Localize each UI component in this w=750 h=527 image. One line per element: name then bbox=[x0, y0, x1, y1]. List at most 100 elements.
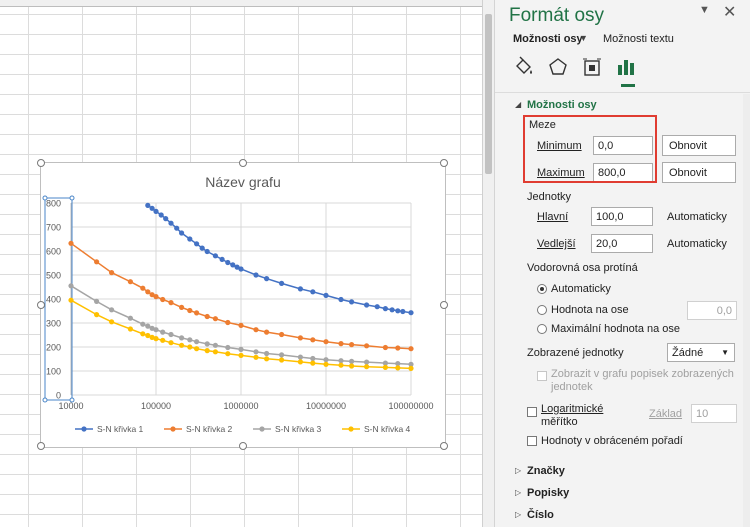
data-point[interactable] bbox=[127, 326, 133, 332]
legend-entry[interactable]: S-N křivka 4 bbox=[342, 424, 411, 434]
section-number[interactable]: Číslo bbox=[527, 509, 554, 521]
resize-handle-top-right[interactable] bbox=[440, 159, 448, 167]
data-point[interactable] bbox=[310, 360, 316, 366]
chart-area[interactable]: Název grafu 0 100 200 300 400 500 600 700 800 10… bbox=[37, 159, 448, 450]
data-point[interactable] bbox=[145, 332, 151, 339]
data-point[interactable] bbox=[127, 279, 133, 285]
data-point[interactable] bbox=[212, 253, 218, 259]
data-point[interactable] bbox=[187, 307, 193, 314]
data-point[interactable] bbox=[94, 259, 100, 265]
log-base-input[interactable]: 10 bbox=[691, 404, 737, 423]
data-point[interactable] bbox=[338, 358, 344, 364]
data-point[interactable] bbox=[149, 205, 155, 211]
data-point[interactable] bbox=[297, 286, 303, 292]
data-point[interactable] bbox=[160, 329, 166, 335]
minimum-reset-button[interactable]: Obnovit bbox=[662, 135, 736, 156]
data-point[interactable] bbox=[408, 365, 414, 371]
data-point[interactable] bbox=[179, 230, 185, 236]
data-point[interactable] bbox=[408, 310, 414, 316]
data-point[interactable] bbox=[395, 345, 401, 351]
data-point[interactable] bbox=[212, 316, 218, 322]
data-point[interactable] bbox=[225, 351, 231, 357]
data-point[interactable] bbox=[408, 346, 414, 352]
axis-options-bar-chart-icon[interactable] bbox=[613, 54, 639, 80]
pane-scrollbar[interactable] bbox=[743, 94, 750, 527]
data-point[interactable] bbox=[382, 344, 388, 351]
data-point[interactable] bbox=[179, 335, 185, 341]
data-point[interactable] bbox=[145, 202, 151, 208]
data-point[interactable] bbox=[187, 344, 193, 350]
data-point[interactable] bbox=[297, 354, 303, 360]
data-point[interactable] bbox=[94, 298, 100, 304]
series-1[interactable] bbox=[145, 202, 414, 316]
size-properties-icon[interactable] bbox=[579, 54, 605, 80]
resize-handle-bottom[interactable] bbox=[239, 442, 247, 450]
data-point[interactable] bbox=[230, 262, 236, 268]
data-point[interactable] bbox=[225, 259, 231, 266]
data-point[interactable] bbox=[68, 283, 74, 289]
tab-dropdown-arrow-icon[interactable]: ▼ bbox=[579, 33, 588, 43]
data-point[interactable] bbox=[338, 296, 344, 303]
tab-text-options[interactable]: Možnosti textu bbox=[603, 33, 674, 45]
data-point[interactable] bbox=[349, 358, 355, 364]
data-point[interactable] bbox=[349, 342, 355, 348]
section-marks[interactable]: Značky bbox=[527, 465, 565, 477]
data-point[interactable] bbox=[109, 270, 115, 276]
data-point[interactable] bbox=[94, 312, 100, 318]
minimum-input[interactable]: 0,0 bbox=[593, 136, 653, 155]
pane-options-chevron-icon[interactable]: ▼ bbox=[699, 4, 710, 16]
data-point[interactable] bbox=[149, 325, 155, 331]
data-point[interactable] bbox=[264, 350, 270, 357]
data-point[interactable] bbox=[297, 359, 303, 365]
data-point[interactable] bbox=[187, 236, 193, 242]
crosses-value-label[interactable]: Hodnota na ose bbox=[551, 304, 629, 316]
axis-selection-handle[interactable] bbox=[69, 195, 75, 201]
data-point[interactable] bbox=[323, 339, 329, 345]
data-point[interactable] bbox=[253, 272, 259, 278]
section-collapsed-icon[interactable]: ▷ bbox=[515, 510, 522, 519]
data-point[interactable] bbox=[395, 308, 401, 314]
data-point[interactable] bbox=[149, 334, 155, 340]
data-point[interactable] bbox=[153, 208, 159, 214]
data-point[interactable] bbox=[212, 349, 218, 355]
sheet-vertical-scrollbar[interactable] bbox=[482, 0, 495, 527]
data-point[interactable] bbox=[127, 315, 133, 321]
resize-handle-bottom-left[interactable] bbox=[37, 442, 45, 450]
data-point[interactable] bbox=[279, 280, 285, 286]
data-point[interactable] bbox=[395, 365, 401, 371]
data-point[interactable] bbox=[225, 344, 231, 351]
data-point[interactable] bbox=[323, 361, 329, 367]
section-expanded-icon[interactable]: ◢ bbox=[515, 100, 522, 109]
maximum-reset-button[interactable]: Obnovit bbox=[662, 162, 736, 183]
data-point[interactable] bbox=[238, 352, 244, 358]
crosses-max-radio[interactable] bbox=[537, 324, 547, 334]
data-point[interactable] bbox=[408, 361, 414, 367]
data-point[interactable] bbox=[179, 342, 185, 348]
data-point[interactable] bbox=[212, 342, 218, 348]
section-collapsed-icon[interactable]: ▷ bbox=[515, 488, 522, 497]
series-line[interactable] bbox=[147, 204, 412, 314]
data-point[interactable] bbox=[323, 357, 329, 363]
data-point[interactable] bbox=[264, 276, 270, 282]
legend-entry[interactable]: S-N křivka 2 bbox=[164, 424, 233, 434]
data-point[interactable] bbox=[225, 319, 231, 326]
data-point[interactable] bbox=[310, 337, 316, 343]
resize-handle-left[interactable] bbox=[37, 301, 45, 309]
data-point[interactable] bbox=[163, 216, 169, 222]
data-point[interactable] bbox=[187, 337, 193, 343]
show-units-label-checkbox[interactable] bbox=[537, 371, 547, 381]
data-point[interactable] bbox=[297, 335, 303, 341]
data-point[interactable] bbox=[238, 322, 244, 328]
log-scale-label-2[interactable]: měřítko bbox=[541, 416, 578, 428]
data-point[interactable] bbox=[140, 321, 146, 327]
data-point[interactable] bbox=[310, 289, 316, 295]
data-point[interactable] bbox=[253, 327, 259, 333]
display-units-select[interactable]: Žádné ▼ bbox=[667, 343, 735, 362]
data-point[interactable] bbox=[158, 212, 164, 218]
data-point[interactable] bbox=[310, 355, 316, 362]
resize-handle-right[interactable] bbox=[440, 301, 448, 309]
data-point[interactable] bbox=[395, 361, 401, 367]
legend-entry[interactable]: S-N křivka 1 bbox=[75, 424, 144, 434]
effects-pentagon-icon[interactable] bbox=[545, 54, 571, 80]
data-point[interactable] bbox=[153, 336, 159, 342]
